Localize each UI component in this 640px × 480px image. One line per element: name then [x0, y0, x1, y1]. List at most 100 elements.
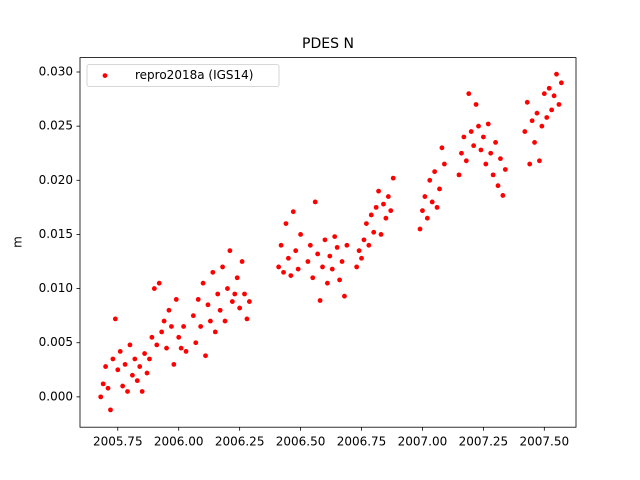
point [154, 342, 160, 348]
y-tick-label: 0.015 [39, 227, 73, 241]
point [307, 242, 313, 248]
point [371, 229, 377, 235]
point [473, 102, 479, 107]
point [437, 186, 442, 192]
point [227, 248, 233, 254]
point [278, 242, 284, 248]
point [361, 237, 367, 243]
point [422, 194, 428, 199]
point [212, 329, 218, 335]
point [232, 291, 238, 297]
point [478, 147, 484, 153]
point [195, 297, 201, 302]
point [317, 298, 323, 303]
point [546, 85, 552, 91]
point [524, 99, 530, 105]
point [110, 356, 116, 362]
point [471, 143, 477, 149]
point [134, 378, 140, 384]
point [229, 299, 235, 304]
point [310, 275, 316, 281]
point [498, 156, 503, 162]
point [132, 356, 138, 362]
point [527, 161, 533, 167]
point [288, 273, 294, 278]
point [285, 255, 291, 261]
point [246, 299, 252, 304]
point [549, 107, 555, 113]
legend-box [86, 64, 280, 87]
point [205, 302, 211, 308]
point [324, 280, 330, 286]
point [100, 381, 106, 387]
point [490, 172, 496, 178]
point [312, 199, 318, 205]
point [344, 242, 350, 248]
point [417, 226, 423, 232]
point [149, 334, 155, 340]
point [327, 253, 333, 259]
point [142, 351, 147, 356]
y-tick-label: 0.000 [39, 389, 73, 403]
x-tick-label: 2006.00 [154, 435, 204, 449]
chart-title: PDES N [302, 36, 354, 52]
point [373, 204, 379, 210]
point [183, 348, 189, 354]
point [112, 316, 118, 322]
point [529, 118, 535, 124]
point [207, 318, 213, 324]
point [193, 340, 199, 346]
point [161, 318, 167, 324]
point [537, 158, 542, 164]
point [108, 407, 113, 413]
point [466, 91, 472, 97]
point [159, 329, 165, 335]
point [532, 139, 537, 145]
point [122, 361, 128, 367]
point [342, 293, 347, 299]
point [115, 367, 121, 373]
point [363, 221, 369, 227]
y-tick-label: 0.010 [39, 281, 73, 295]
point [176, 334, 182, 340]
x-tick-label: 2006.25 [215, 435, 265, 449]
point [98, 394, 104, 400]
point [376, 188, 381, 194]
point [178, 345, 184, 351]
point [283, 221, 289, 227]
point [139, 389, 145, 394]
point [181, 324, 186, 329]
point [222, 318, 228, 324]
point [334, 245, 340, 250]
point [337, 277, 342, 283]
point [322, 237, 328, 243]
point [120, 383, 126, 389]
x-tick-label: 2007.50 [520, 435, 570, 449]
y-tick-label: 0.030 [39, 65, 73, 79]
x-tick-label: 2006.50 [276, 435, 326, 449]
point [156, 280, 162, 286]
point [329, 266, 335, 272]
point [147, 356, 152, 362]
point [381, 201, 386, 207]
point [427, 177, 433, 183]
point [169, 324, 174, 329]
point [539, 123, 545, 129]
point [305, 259, 311, 264]
point [242, 291, 247, 297]
point [295, 266, 301, 272]
point [463, 158, 469, 164]
y-tick-label: 0.020 [39, 173, 73, 187]
y-tick-label: 0.025 [39, 119, 73, 133]
point [298, 232, 303, 237]
point [434, 204, 440, 210]
point [171, 361, 177, 367]
point [500, 193, 506, 198]
point [522, 129, 528, 134]
point [144, 370, 150, 376]
point [390, 175, 396, 181]
point [237, 305, 243, 311]
point [127, 342, 133, 348]
point [217, 307, 223, 313]
